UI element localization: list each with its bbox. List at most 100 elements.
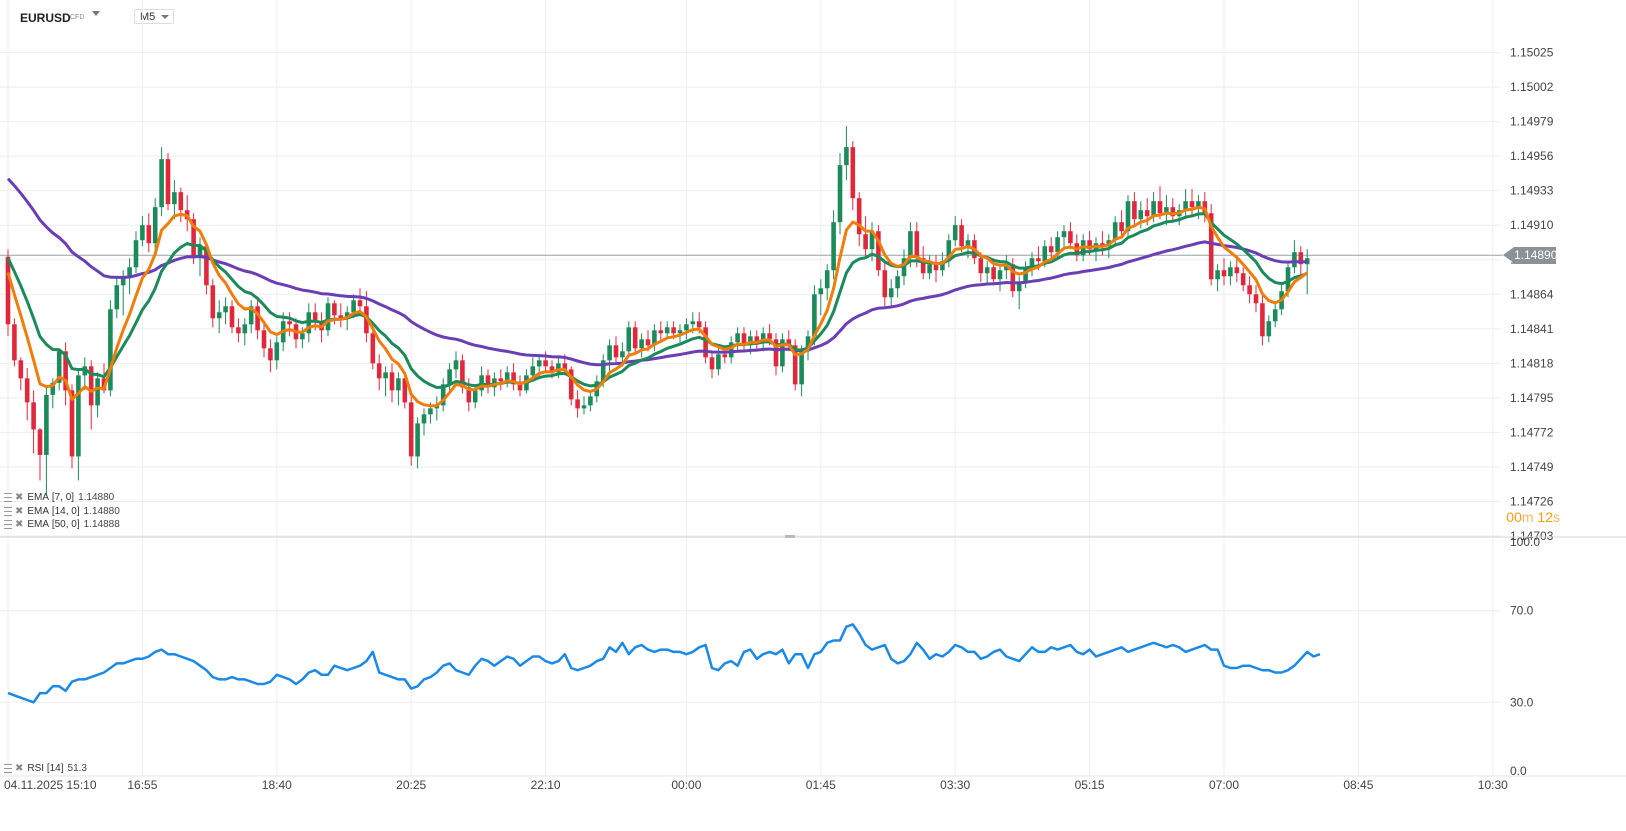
candle-body [946,240,952,262]
settings-icon[interactable] [4,520,12,529]
candle-body [863,234,868,250]
candle-body [146,225,152,244]
candle-body [1048,246,1054,253]
price-tick-label: 1.14841 [1510,322,1554,336]
time-tick-label: 03:30 [940,778,970,792]
candle-body [1119,222,1124,232]
candle-body [351,300,356,313]
price-tick-label: 1.14956 [1510,149,1554,163]
candle-body [1016,282,1022,292]
candle-body [376,363,382,379]
candle-body [728,342,734,358]
candle-body [517,384,523,391]
candle-body [1215,270,1220,280]
candle-body [300,333,305,340]
price-tick-label: 1.14772 [1510,425,1554,439]
candle-body [978,258,984,274]
legend-ema-50-label: EMA [27,519,50,530]
legend-ema-50-value: 1.14888 [83,519,120,530]
legend-ema-14-label: EMA [27,506,50,517]
legend-ema-7-label: EMA [27,492,50,503]
candle-body [888,288,894,298]
countdown-seconds-unit: s [1553,509,1560,525]
candle-body [639,339,644,349]
candle-body [671,327,676,334]
candle-body [805,336,811,352]
close-icon[interactable]: ✖ [15,492,24,503]
candle-body [152,207,158,244]
candle-body [466,387,472,403]
candle-body [88,366,94,406]
candle-body [223,306,228,313]
candle-body [908,231,913,259]
candle-body [658,330,664,334]
legend-ema-7-params: [7, 0] [51,492,75,503]
candle-body [133,240,139,268]
candle-body [607,345,612,361]
candle-body [984,267,990,274]
legend-ema-14[interactable]: ✖ EMA [14, 0] 1.14880 [4,506,120,517]
candle-body [1189,201,1195,208]
price-tick-label: 1.14910 [1510,218,1554,232]
candle-body [613,345,619,358]
price-tick-label: 1.14749 [1510,460,1554,474]
close-icon[interactable]: ✖ [15,763,24,774]
candle-body [1144,210,1150,217]
legend-ema-50[interactable]: ✖ EMA [50, 0] 1.14888 [4,519,120,530]
candle-body [581,405,587,409]
candle-body [402,378,408,403]
settings-icon[interactable] [4,493,12,502]
candle-body [536,360,542,367]
candle-body [31,402,36,430]
candle-body [876,231,881,271]
candle-body [696,321,702,328]
panel-resize-handle[interactable] [785,535,795,538]
candle-body [1036,258,1041,262]
candle-body [140,225,145,241]
candle-body [204,246,209,286]
ema-lines [6,177,1309,408]
settings-icon[interactable] [4,764,12,773]
grid-lines [0,0,1500,776]
candle-body [812,294,817,337]
timeframe-select[interactable]: M5 [134,9,174,24]
rsi-panel [7,623,1321,704]
candle-body [722,354,728,358]
price-tick-label: 1.14703 [1510,529,1554,543]
candle-body [600,360,606,382]
legend-rsi[interactable]: ✖ RSI [14] 51.3 [4,763,87,774]
legend-rsi-label: RSI [27,763,45,774]
candle-body [780,339,785,367]
candle-body [1132,201,1137,220]
candle-body [498,378,504,382]
candle-body [1221,270,1227,277]
candle-body [18,360,24,379]
candle-body [1061,231,1067,238]
symbol-label[interactable]: EURUSD [20,11,71,25]
candle-body [428,408,433,415]
candle-body [741,333,747,346]
close-icon[interactable]: ✖ [15,506,24,517]
candle-body [1253,294,1259,304]
time-tick-label: 04.11.2025 15:10 [4,778,97,792]
candle-body [440,384,446,406]
candle-body [940,261,945,271]
candle-body [568,369,574,400]
candle-body [895,276,900,289]
candle-body [1112,222,1118,241]
close-icon[interactable]: ✖ [15,519,24,530]
legend-ema-7[interactable]: ✖ EMA [7, 0] 1.14880 [4,492,114,503]
candle-body [255,306,260,331]
candle-body [869,231,875,250]
candle-body [12,324,17,361]
price-tick-label: 1.14726 [1510,494,1554,508]
candle-body [229,306,235,328]
candle-body [920,258,926,274]
candle-countdown: 00m 12s [1506,509,1560,525]
candle-body [575,399,580,409]
settings-icon[interactable] [4,507,12,516]
symbol-dropdown-icon[interactable] [92,11,100,16]
candle-body [652,330,657,346]
timeframe-value: M5 [140,11,156,23]
